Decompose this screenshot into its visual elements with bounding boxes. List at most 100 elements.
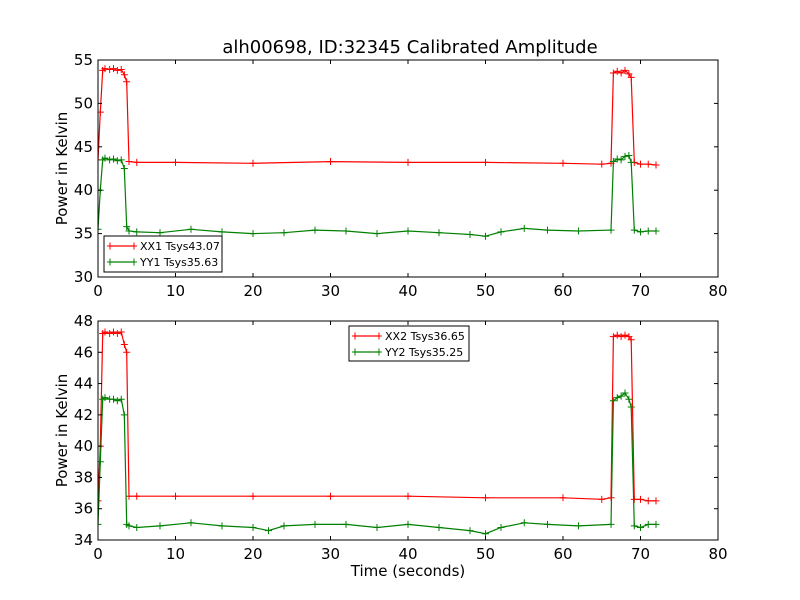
data-point [280,229,288,237]
data-point [482,232,489,240]
data-point [249,523,257,531]
plots: 0 10 20 30 40 50 60 70 80 30 35 40 45 50 55 Power in Ke… [53,51,728,580]
data-point [187,225,195,233]
data-point [218,522,226,530]
data-point [117,156,125,164]
y-tick-label: 35 [74,225,93,243]
data-point [98,225,102,233]
y-tick-label: 45 [74,138,93,156]
data-point [404,158,412,166]
data-point [520,224,528,232]
data-point [123,78,131,86]
legend-swatch-marker [131,242,137,250]
data-point [265,527,272,535]
data-point [327,492,334,500]
data-point [627,158,635,166]
data-point [617,333,625,341]
data-point [172,492,179,500]
data-point [156,522,164,530]
data-point [644,227,652,235]
legend-swatch-marker [107,242,113,250]
data-point [120,340,128,348]
data-point [117,328,125,336]
data-point [106,156,114,164]
x-tick-label: 0 [93,282,103,300]
data-point [187,519,195,527]
data-point [637,228,644,236]
subplot-2: 0 10 20 30 40 50 60 70 80 34 36 38 40 42 44 46 48 Power i… [53,312,728,580]
data-point [101,394,109,402]
data-point [404,492,412,500]
data-point [609,397,617,405]
data-point [609,158,617,166]
series-yy2 [98,389,660,538]
data-point [218,228,226,236]
x-tick-label: 60 [553,282,572,300]
data-point [106,330,114,338]
data-point [617,156,625,164]
data-point [575,227,582,235]
x-tick-label: 10 [166,282,185,300]
x-tick-label: 20 [243,545,262,563]
y-axis-label: Power in Kelvin [53,374,71,488]
data-point [125,227,133,235]
data-point [627,336,635,344]
x-tick-label: 0 [93,545,103,563]
data-point [466,230,474,238]
x-axis-label: Time (seconds) [350,562,466,580]
data-point [98,520,102,528]
data-point [117,395,125,403]
legend-swatch-marker [376,348,382,356]
data-point [435,229,443,237]
data-point [172,158,179,166]
data-point [133,158,141,166]
data-point [621,152,629,160]
data-point [342,520,350,528]
y-tick-label: 48 [74,312,93,330]
data-point [249,230,257,238]
subplot-1: 0 10 20 30 40 50 60 70 80 30 35 40 45 50 55 Power in Ke… [53,51,728,300]
data-point [113,66,121,74]
data-point [373,523,381,531]
legend-box [103,235,223,273]
data-point [652,520,660,528]
data-point [123,348,131,356]
legend-swatch-marker [131,258,137,266]
data-point [637,523,644,531]
y-tick-label: 55 [74,51,93,69]
legend-entry-label: YY2 Tsys35.25 [384,346,463,359]
series-line [98,392,656,535]
data-point [98,458,104,466]
legend-box [348,325,470,362]
data-point [544,226,551,234]
data-point [613,331,621,339]
data-point [613,67,621,75]
x-tick-label: 50 [476,545,495,563]
x-tick-label: 10 [166,545,185,563]
data-point [621,389,629,397]
y-tick-label: 30 [74,268,93,286]
y-tick-label: 42 [74,406,93,424]
data-point [133,523,141,531]
data-point [627,73,635,81]
data-point [607,226,615,234]
data-point [280,522,288,530]
y-tick-label: 38 [74,468,93,486]
x-tick-label: 60 [553,545,572,563]
data-point [613,394,621,402]
data-point [598,495,606,503]
data-point [249,492,257,500]
y-tick-label: 40 [74,437,93,455]
data-point [613,155,621,163]
data-point [609,333,617,341]
data-point [342,227,350,235]
data-point [110,155,117,163]
data-point [133,228,141,236]
legend-entry-label: XX1 Tsys43.07 [140,240,220,253]
data-point [652,497,660,505]
data-point [644,520,652,528]
data-point [113,157,121,165]
data-point [249,159,257,167]
legend-swatch-marker [352,332,358,340]
